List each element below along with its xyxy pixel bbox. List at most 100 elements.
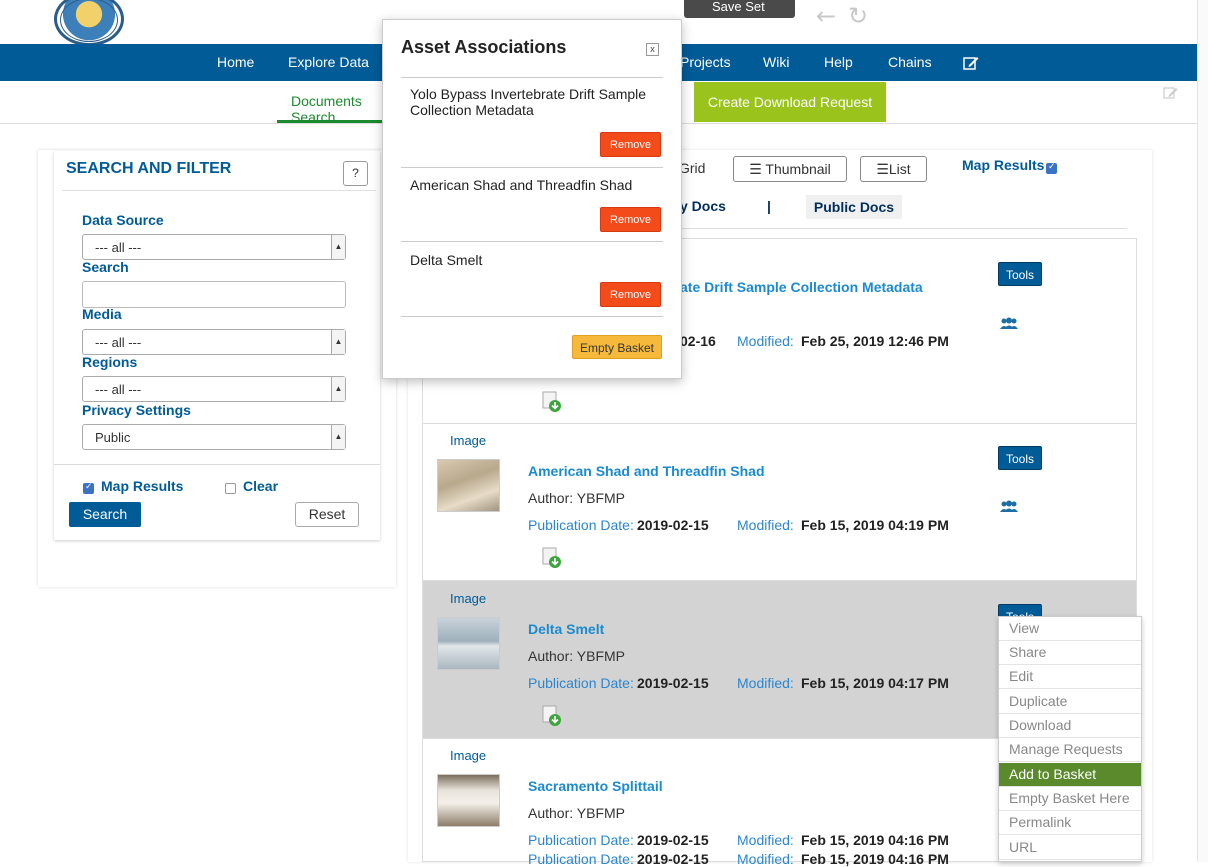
publication-date-value: 2019-02-15 xyxy=(637,675,709,691)
chevron-down-icon: ▲ xyxy=(331,425,345,449)
remove-button[interactable]: Remove xyxy=(600,207,661,232)
result-title[interactable]: American Shad and Threadfin Shad xyxy=(528,463,765,479)
result-title[interactable]: ate Drift Sample Collection Metadata xyxy=(680,279,923,295)
map-results-toggle[interactable]: Map Results xyxy=(962,157,1045,173)
download-icon[interactable] xyxy=(542,547,562,569)
thumbnail-image[interactable] xyxy=(437,617,500,670)
view-thumbnail-button[interactable]: ☰ Thumbnail xyxy=(733,156,847,182)
modified-value: Feb 15, 2019 04:17 PM xyxy=(801,675,949,691)
publication-date-label: Publication Date: xyxy=(528,851,634,867)
chevron-down-icon: ▲ xyxy=(331,330,345,354)
nav-projects[interactable]: Projects xyxy=(680,54,731,70)
menu-item-empty-basket-here[interactable]: Empty Basket Here xyxy=(999,787,1141,811)
media-type: Image xyxy=(450,433,487,448)
chevron-down-icon: ▲ xyxy=(331,377,345,401)
result-title[interactable]: Delta Smelt xyxy=(528,621,605,637)
reset-button[interactable]: Reset xyxy=(295,502,359,527)
nav-chains[interactable]: Chains xyxy=(888,54,932,70)
tab-my-docs[interactable]: y Docs xyxy=(680,198,726,214)
thumbnail-image[interactable] xyxy=(437,459,500,512)
list-icon: ☰ xyxy=(876,161,889,177)
scrollbar[interactable] xyxy=(1197,0,1208,862)
modified-label: Modified: xyxy=(737,851,794,867)
nav-explore-data[interactable]: Explore Data xyxy=(288,54,369,70)
regions-select[interactable]: --- all --- ▲ xyxy=(82,376,346,402)
list-icon: ☰ xyxy=(749,161,766,177)
modified-value: Feb 15, 2019 04:16 PM xyxy=(801,851,949,867)
modified-label: Modified: xyxy=(737,675,794,691)
nav-wiki[interactable]: Wiki xyxy=(763,54,790,70)
publication-date-value: 2019-02-15 xyxy=(637,832,709,848)
close-icon[interactable]: x xyxy=(646,43,659,56)
divider xyxy=(54,464,380,465)
edit-icon[interactable] xyxy=(1163,86,1179,100)
menu-item-url[interactable]: URL xyxy=(999,836,1141,860)
thumbnail-label: Thumbnail xyxy=(765,161,831,177)
modified-value: Feb 25, 2019 12:46 PM xyxy=(801,333,949,349)
arrow-left-icon[interactable]: ← xyxy=(816,2,837,30)
media-label: Media xyxy=(82,306,122,322)
help-icon[interactable]: ? xyxy=(343,161,368,186)
refresh-icon[interactable]: ↻ xyxy=(848,2,869,30)
modified-label: Modified: xyxy=(737,832,794,848)
menu-item-duplicate[interactable]: Duplicate xyxy=(999,690,1141,714)
data-source-value: --- all --- xyxy=(95,240,142,255)
tools-button[interactable]: Tools xyxy=(998,446,1042,470)
privacy-label: Privacy Settings xyxy=(82,402,191,418)
menu-item-edit[interactable]: Edit xyxy=(999,665,1141,689)
clear-checkbox[interactable] xyxy=(225,483,236,494)
privacy-select[interactable]: Public ▲ xyxy=(82,424,346,450)
menu-item-add-to-basket[interactable]: Add to Basket xyxy=(999,763,1141,787)
regions-value: --- all --- xyxy=(95,382,142,397)
remove-button[interactable]: Remove xyxy=(600,282,661,307)
map-results-checkbox[interactable] xyxy=(83,482,94,494)
tab-documents-search[interactable]: Documents Search xyxy=(277,82,387,125)
list-item[interactable] xyxy=(423,239,1136,424)
view-list-button[interactable]: ☰List xyxy=(860,156,927,182)
remove-button[interactable]: Remove xyxy=(600,132,661,157)
media-select[interactable]: --- all --- ▲ xyxy=(82,329,346,355)
map-results-checkbox[interactable] xyxy=(1046,162,1057,174)
clear-label: Clear xyxy=(243,478,279,494)
view-grid-button[interactable]: Grid xyxy=(679,160,706,176)
result-title[interactable]: Sacramento Splittail xyxy=(528,778,663,794)
tools-button[interactable]: Tools xyxy=(998,262,1042,286)
association-item: American Shad and Threadfin Shad xyxy=(410,177,633,193)
map-results-label: Map Results xyxy=(101,478,184,494)
divider xyxy=(62,190,376,191)
data-source-select[interactable]: --- all --- ▲ xyxy=(82,234,346,260)
menu-item-view[interactable]: View xyxy=(999,617,1141,641)
download-icon[interactable] xyxy=(542,391,562,413)
download-icon[interactable] xyxy=(542,705,562,727)
tab-public-docs[interactable]: Public Docs xyxy=(806,195,902,219)
association-item: Delta Smelt xyxy=(410,252,483,268)
menu-item-share[interactable]: Share xyxy=(999,641,1141,665)
tab-divider: | xyxy=(767,198,771,214)
author: Author: YBFMP xyxy=(528,648,626,664)
save-set-button[interactable]: Save Set xyxy=(684,0,795,18)
create-download-request-button[interactable]: Create Download Request xyxy=(694,82,886,122)
edit-icon[interactable] xyxy=(963,55,979,71)
search-button[interactable]: Search xyxy=(69,502,141,527)
nav-home[interactable]: Home xyxy=(217,54,255,70)
menu-item-download[interactable]: Download xyxy=(999,714,1141,738)
group-icon[interactable] xyxy=(999,500,1019,512)
menu-item-manage-requests[interactable]: Manage Requests xyxy=(999,738,1141,762)
search-input[interactable] xyxy=(82,281,346,308)
association-item: Yolo Bypass Invertebrate Drift Sample Co… xyxy=(410,86,647,118)
list-item[interactable] xyxy=(423,424,1136,581)
regions-label: Regions xyxy=(82,354,138,370)
divider xyxy=(401,316,663,317)
divider xyxy=(401,241,663,242)
nav-help[interactable]: Help xyxy=(824,54,853,70)
modified-value: Feb 15, 2019 04:16 PM xyxy=(801,832,949,848)
publication-date-label: Publication Date: xyxy=(528,832,634,848)
search-label: Search xyxy=(82,259,129,275)
divider xyxy=(401,167,663,168)
group-icon[interactable] xyxy=(999,317,1019,329)
empty-basket-button[interactable]: Empty Basket xyxy=(572,335,662,359)
thumbnail-image[interactable] xyxy=(437,774,500,827)
filter-title: SEARCH AND FILTER xyxy=(66,160,232,177)
author: Author: YBFMP xyxy=(528,490,626,506)
menu-item-permalink[interactable]: Permalink xyxy=(999,811,1141,835)
